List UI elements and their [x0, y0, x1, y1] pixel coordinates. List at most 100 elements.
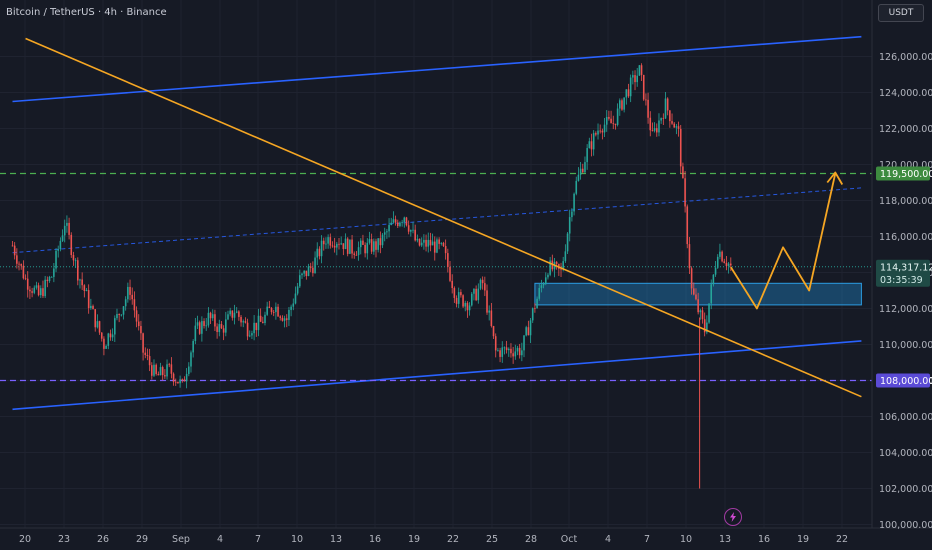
y-tick-label: 118,000.00 — [879, 196, 932, 207]
projection-arrowhead — [826, 171, 844, 185]
candle-body — [279, 316, 282, 318]
candle-body — [379, 238, 382, 246]
candle-body — [207, 312, 210, 326]
candle-body — [584, 162, 586, 173]
x-tick-label: 16 — [758, 534, 770, 545]
candle-body — [383, 232, 386, 235]
candle-body — [281, 317, 284, 321]
candle-body — [168, 364, 171, 366]
candle-body — [342, 243, 345, 250]
x-tick-label: 7 — [644, 534, 650, 545]
candle-body — [399, 222, 401, 226]
chart-title: Bitcoin / TetherUS · 4h · Binance — [6, 7, 167, 18]
currency-button[interactable]: USDT — [878, 4, 924, 22]
candle-body — [185, 373, 188, 382]
candle-body — [238, 311, 240, 317]
candle-body — [259, 315, 262, 322]
candle-body — [692, 288, 695, 295]
candle-body — [253, 322, 255, 334]
candle-body — [309, 266, 312, 268]
x-tick-label: 23 — [58, 534, 70, 545]
candle-body — [246, 322, 249, 337]
candle-body — [194, 325, 197, 342]
candle-body — [442, 242, 445, 247]
candle-body — [601, 130, 604, 133]
candle-body — [329, 237, 332, 246]
candle-body — [81, 279, 83, 286]
candle-body — [181, 379, 184, 381]
candle-body — [586, 148, 588, 163]
candle-body — [349, 239, 351, 254]
candle-body — [164, 375, 166, 377]
candle-body — [460, 292, 462, 296]
candle-body — [497, 350, 499, 352]
candle-body — [31, 291, 33, 293]
candle-body — [488, 310, 490, 313]
x-tick-label: 4 — [217, 534, 223, 545]
candle-body — [708, 303, 710, 323]
candle-body — [103, 338, 105, 349]
candle-body — [514, 351, 517, 357]
candle-body — [675, 126, 678, 128]
candle-body — [174, 381, 177, 383]
candle-body — [316, 248, 319, 258]
time-axis: 20 23 26 29 Sep 4 7 10 13 16 19 22 25 28 Oct 4 7 10 13 16 19… — [19, 534, 848, 545]
candle-body — [131, 294, 134, 300]
candle-body — [192, 341, 194, 353]
candle-body — [610, 118, 612, 124]
candle-body — [264, 314, 266, 323]
candle-body — [571, 211, 573, 218]
candle-body — [653, 128, 656, 131]
candle-body — [70, 234, 73, 256]
descending-trendline — [25, 37, 862, 398]
candle-body — [632, 75, 634, 78]
candle-body — [133, 299, 136, 311]
candle-body — [690, 268, 693, 289]
candle-body — [251, 333, 253, 336]
last-price-label: 114,317.12 — [880, 262, 932, 273]
candle-body — [248, 335, 251, 337]
candle-body — [555, 261, 558, 264]
channel-lower-line — [12, 340, 862, 411]
candle-body — [277, 306, 279, 317]
candle-body — [148, 356, 151, 366]
candle-body — [122, 306, 125, 315]
candle-body — [534, 308, 536, 310]
candle-body — [688, 244, 691, 269]
candle-body — [44, 279, 46, 297]
candle-body — [664, 98, 667, 119]
candle-body — [205, 325, 208, 327]
candle-body — [320, 240, 323, 257]
x-tick-label: 4 — [605, 534, 611, 545]
candle-body — [603, 124, 606, 133]
candle-body — [486, 290, 488, 313]
candle-body — [240, 316, 242, 323]
candle-body — [140, 326, 142, 334]
channel-upper-line — [12, 35, 862, 103]
candle-body — [79, 279, 81, 281]
projection-path — [730, 173, 837, 310]
candle-body — [597, 130, 599, 135]
candle-body — [730, 263, 732, 266]
candle-body — [242, 321, 245, 323]
candle-body — [94, 309, 97, 328]
candle-body — [560, 268, 562, 270]
candle-body — [266, 306, 268, 315]
event-bolt-icon[interactable] — [724, 508, 742, 526]
candle-body — [275, 306, 277, 313]
candle-body — [188, 366, 190, 374]
y-tick-label: 126,000.00 — [879, 52, 932, 63]
candle-body — [325, 243, 327, 245]
candle-body — [57, 249, 60, 251]
candle-body — [388, 224, 390, 232]
candle-body — [368, 239, 371, 243]
candle-body — [701, 310, 704, 320]
candle-body — [462, 295, 464, 307]
candle-body — [39, 288, 42, 296]
candle-body — [642, 74, 645, 100]
candle-body — [312, 267, 314, 274]
candle-body — [16, 255, 18, 264]
candle-body — [651, 130, 654, 132]
candle-body — [381, 234, 384, 246]
